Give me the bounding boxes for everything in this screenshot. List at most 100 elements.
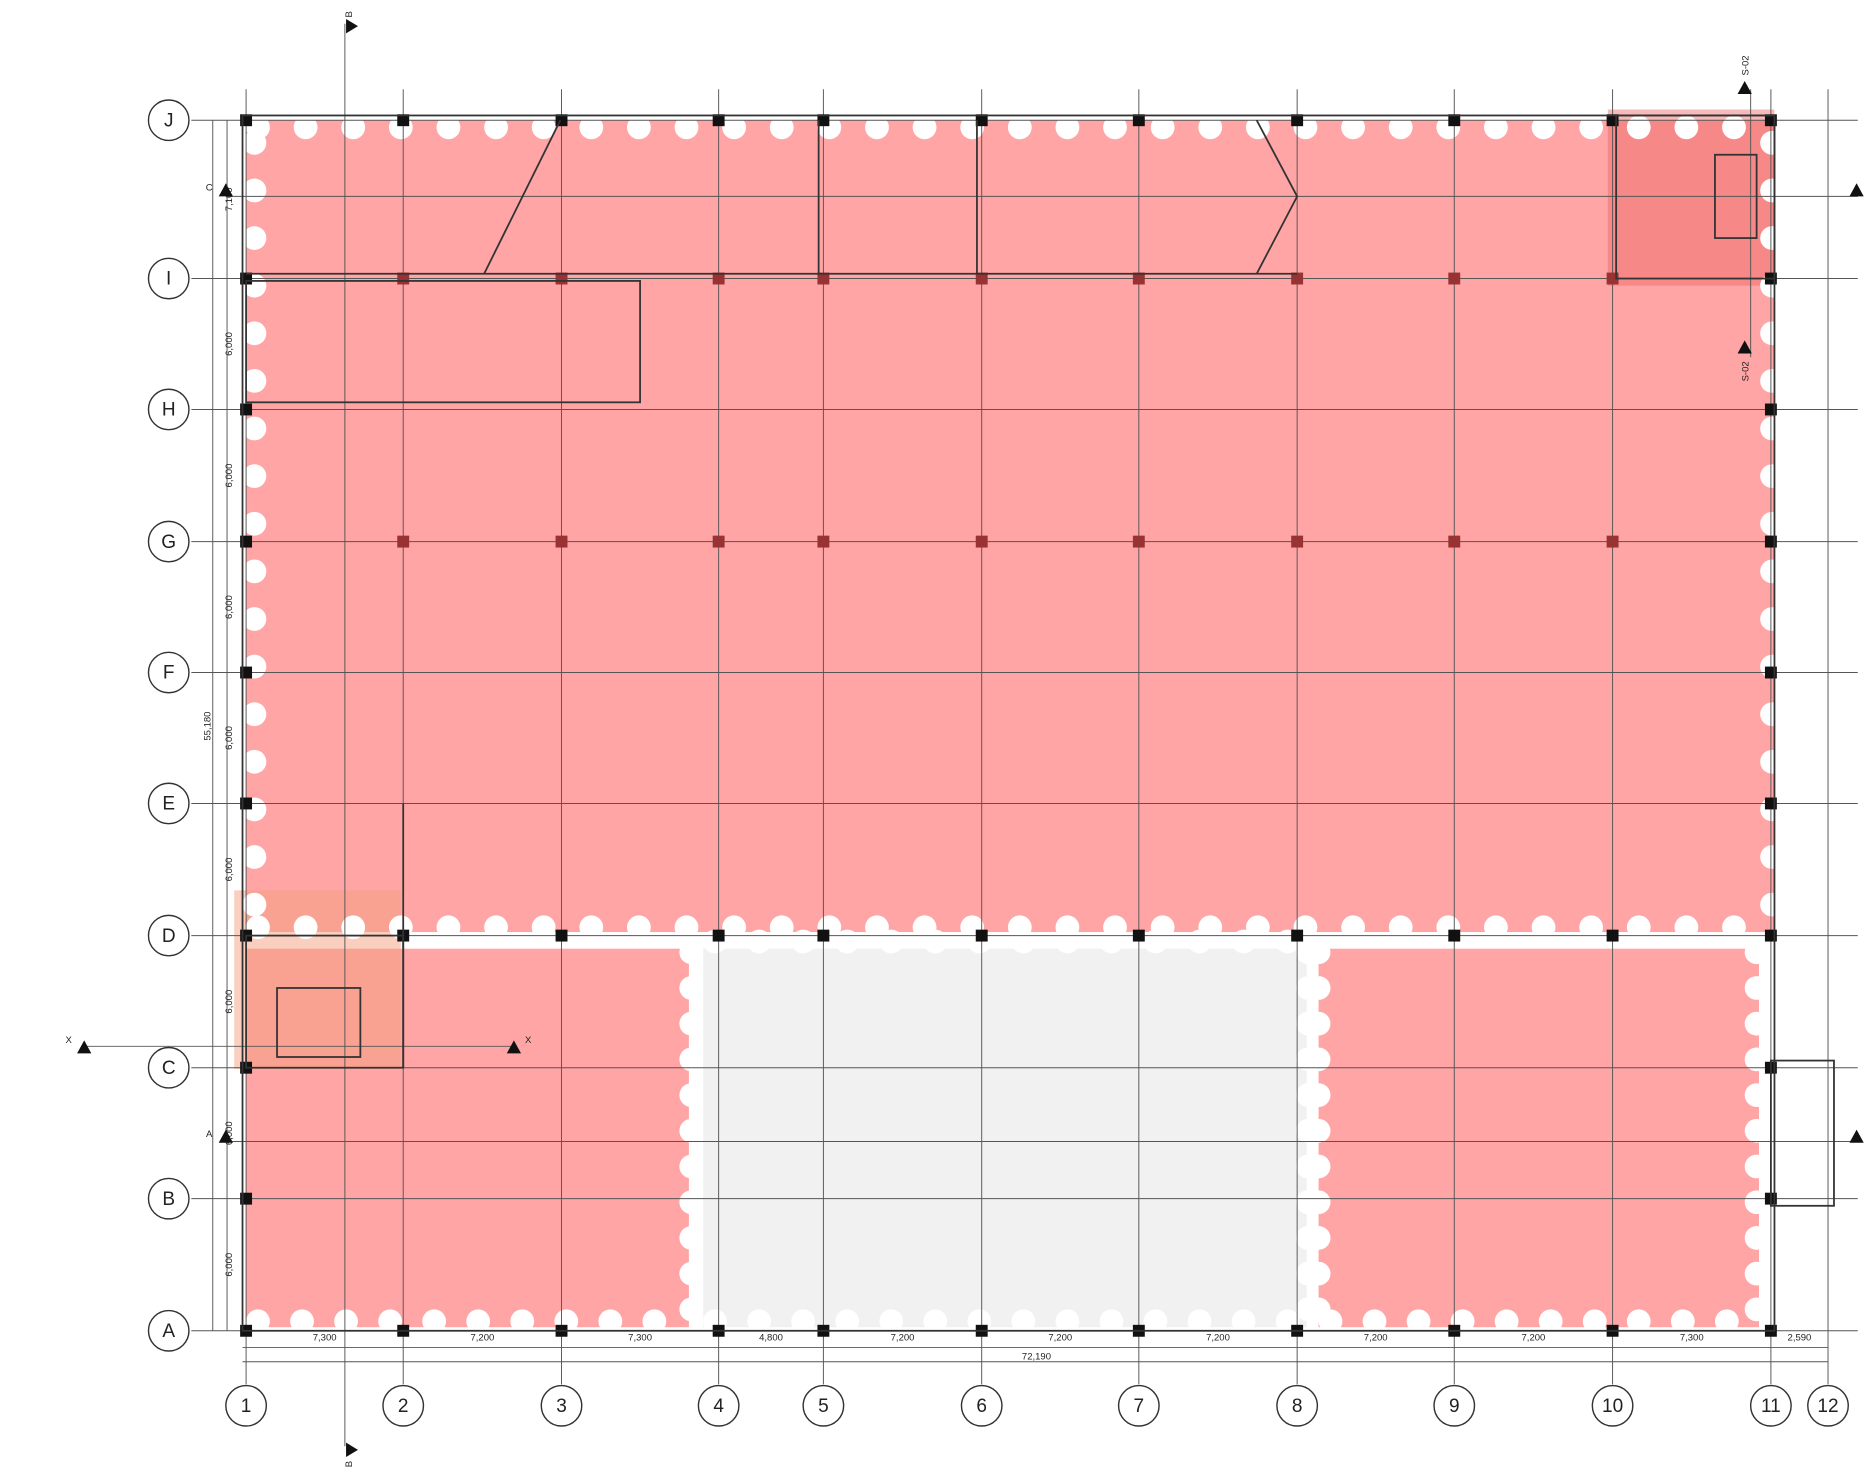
grid-bubble [1117,1384,1160,1427]
scallop [1760,702,1784,727]
scallop [242,702,267,727]
structural-column [1448,114,1461,127]
scallop [378,1309,403,1334]
grid-bubble [225,1384,268,1427]
scallop [1760,464,1784,489]
grid-bubble [1433,1384,1476,1427]
scallop [679,1083,704,1107]
scallop [579,915,604,940]
scallop [865,115,889,140]
row-label: F [163,663,175,684]
column-dimension: 7,200 [1206,1332,1230,1343]
scallop [879,929,904,954]
grid-bubble [1591,1384,1634,1427]
structural-column [1764,403,1777,416]
lower-right-zone [1318,948,1759,1328]
scallop [1143,929,1168,954]
outer-wall [241,114,1776,1332]
column-dimension: 4,800 [759,1332,783,1343]
scallop [531,915,556,940]
section-arrow [1849,1129,1864,1143]
scallop [1744,1083,1769,1107]
scallop [679,1190,704,1215]
scallop [1011,929,1036,954]
scallop [1582,1309,1607,1334]
structural-column [1132,929,1145,942]
scallop [747,1309,772,1334]
structural-column [555,929,568,942]
scallop [1055,115,1080,140]
scallop [791,1309,816,1334]
structural-column [1291,929,1304,942]
areas [234,109,1784,1334]
grid-bubble [147,914,190,957]
scallop [1306,1083,1331,1107]
scallop [242,749,267,774]
scallop [626,115,651,140]
scallop [679,1118,704,1143]
scallop [1306,1118,1331,1143]
section-arrow [346,19,358,34]
stair-core-ne [1607,109,1775,286]
structural-column [555,272,568,285]
scallop [1406,1309,1431,1334]
scallop [835,929,860,954]
row-label: D [162,926,176,947]
scallop [290,1309,314,1334]
section-arrow [1737,80,1752,95]
scallop [1760,607,1784,631]
grid-bubble [1749,1384,1792,1427]
structural-column [817,535,830,548]
scallop [1484,915,1508,940]
scallop [769,915,794,940]
scallop [1150,115,1175,140]
row-label: G [161,532,176,553]
grid-bubble [147,99,190,142]
scallop [1306,1261,1331,1286]
scallop [1245,115,1270,140]
scallop [1484,115,1508,140]
structural-column [1606,929,1619,942]
section-mark: B [344,11,355,17]
scallop [1143,1309,1168,1334]
grid-bubble [147,1309,190,1352]
scallop [1306,1047,1331,1072]
row-dimension: 6,000 [224,464,235,488]
column-label: 11 [1761,1396,1781,1417]
scallop [341,915,366,940]
scallop [1760,845,1784,869]
structural-column [817,272,830,285]
row-label: C [162,1058,176,1079]
scallop [1744,940,1769,965]
column-label: 6 [976,1396,987,1417]
column-label: 7 [1134,1396,1145,1417]
scallop [436,915,461,940]
scallop [679,1226,704,1250]
scallop [1744,1261,1769,1286]
scallop [1760,321,1784,346]
column-label: 9 [1449,1396,1460,1417]
scallop [1007,115,1032,140]
scallop [1744,1226,1769,1250]
annex [1769,1059,1835,1207]
scallop [1760,559,1784,584]
column-label: 8 [1292,1396,1303,1417]
structural-column [817,114,830,127]
scallop [1494,1309,1519,1334]
section-arrow [1849,183,1864,197]
scallop [422,1309,447,1334]
scallop [923,1309,948,1334]
grid-bubble [540,1384,583,1427]
structural-column [712,535,725,548]
scallop [642,1309,667,1334]
grid-bubble [147,651,190,694]
section-mark: C [206,183,213,194]
scallop [1760,130,1784,155]
scallop [242,369,267,393]
grid-bubble [147,520,190,563]
structural-column [1132,535,1145,548]
grid-bubble [960,1384,1003,1427]
scallop [1362,1309,1387,1334]
structural-column [1132,272,1145,285]
